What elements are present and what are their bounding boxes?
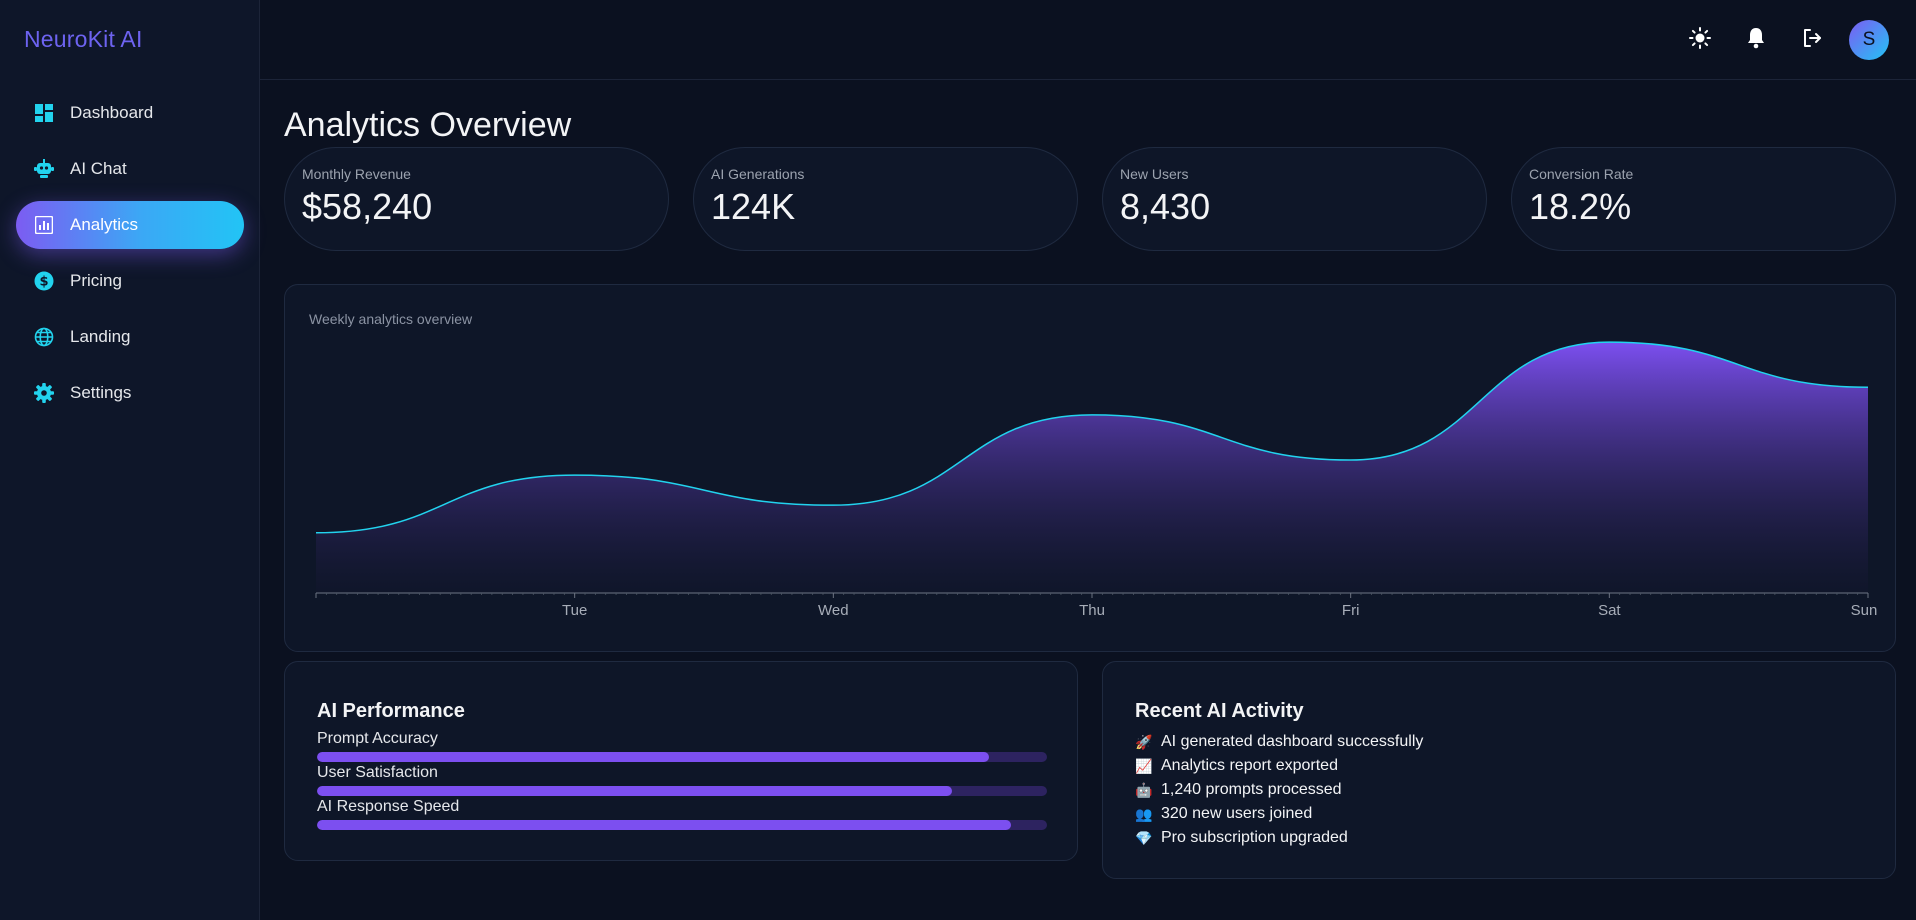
sidebar: NeuroKit AI Dashboard AI Chat Analytics …: [0, 0, 260, 920]
chart-area-fill: [316, 342, 1868, 593]
sidebar-item-label: Landing: [70, 327, 131, 346]
activity-text: Analytics report exported: [1161, 757, 1338, 774]
sun-icon: [1689, 26, 1711, 54]
weekly-analytics-chart-card: Tue Wed Thu Fri Sat Sun Weekly analytics over…: [284, 284, 1896, 652]
gear-icon: [34, 383, 54, 403]
chart-tick-label: Tue: [562, 602, 587, 619]
page-title: Analytics Overview: [284, 106, 572, 144]
performance-label: User Satisfaction: [317, 764, 438, 781]
avatar[interactable]: S: [1849, 20, 1889, 60]
sidebar-item-label: Dashboard: [70, 103, 154, 122]
list-item: 👥 320 new users joined: [1135, 802, 1423, 826]
bell-icon: [1746, 27, 1766, 54]
stat-value: $58,240: [302, 186, 433, 227]
performance-label: AI Response Speed: [317, 798, 460, 815]
robot-icon: 🤖: [1135, 781, 1153, 798]
activity-text: AI generated dashboard successfully: [1161, 733, 1424, 750]
stat-value: 124K: [711, 186, 796, 227]
stat-card-conversion-rate: Conversion Rate 18.2%: [1511, 147, 1896, 251]
recent-ai-activity-card: Recent AI Activity 🚀 AI generated dashboa…: [1102, 661, 1896, 879]
chart-tick-label: Sat: [1598, 602, 1621, 619]
performance-row-user-satisfaction: User Satisfaction: [317, 764, 1047, 796]
dollar-icon: $: [34, 271, 54, 291]
top-header: S: [260, 0, 1916, 80]
progress-track: [317, 752, 1047, 762]
progress-fill: [317, 786, 953, 796]
robot-icon: [34, 159, 54, 179]
activity-list: 🚀 AI generated dashboard successfully 📈 An…: [1135, 730, 1423, 850]
list-item: 🚀 AI generated dashboard successfully: [1135, 730, 1423, 754]
svg-text:$: $: [39, 275, 48, 290]
progress-fill: [317, 820, 1011, 830]
chart-tick-label: Sun: [1851, 602, 1878, 619]
chart-tick-label: Thu: [1079, 602, 1105, 619]
theme-toggle-button[interactable]: [1686, 26, 1714, 54]
progress-track: [317, 786, 1047, 796]
stat-label: Conversion Rate: [1529, 166, 1634, 182]
chart-title: Weekly analytics overview: [309, 311, 473, 327]
sidebar-item-label: Settings: [70, 383, 132, 402]
progress-track: [317, 820, 1047, 830]
sidebar-item-dashboard[interactable]: Dashboard: [16, 89, 244, 137]
activity-text: Pro subscription upgraded: [1161, 829, 1348, 846]
stat-label: AI Generations: [711, 166, 805, 182]
ai-performance-card: AI Performance Prompt Accuracy User Sati…: [284, 661, 1078, 861]
sidebar-item-analytics[interactable]: Analytics: [16, 201, 244, 249]
dashboard-icon: [34, 103, 54, 123]
brand-logo[interactable]: NeuroKit AI: [24, 26, 143, 52]
analytics-icon: [34, 215, 54, 235]
chart-up-icon: 📈: [1135, 757, 1153, 774]
rocket-icon: 🚀: [1135, 733, 1153, 750]
performance-row-prompt-accuracy: Prompt Accuracy: [317, 730, 1047, 762]
sidebar-item-ai-chat[interactable]: AI Chat: [16, 145, 244, 193]
activity-text: 1,240 prompts processed: [1161, 781, 1342, 798]
card-title: AI Performance: [317, 700, 465, 722]
users-icon: 👥: [1135, 805, 1153, 822]
chart-tick-label: Fri: [1342, 602, 1360, 619]
sidebar-nav: Dashboard AI Chat Analytics $ Pricing La…: [16, 89, 244, 425]
stat-card-new-users: New Users 8,430: [1102, 147, 1487, 251]
stat-label: Monthly Revenue: [302, 166, 411, 182]
sidebar-item-landing[interactable]: Landing: [16, 313, 244, 361]
progress-fill: [317, 752, 989, 762]
stat-value: 18.2%: [1529, 186, 1632, 227]
list-item: 📈 Analytics report exported: [1135, 754, 1423, 778]
chart-tick-label: Wed: [818, 602, 849, 619]
sidebar-item-label: AI Chat: [70, 159, 127, 178]
weekly-analytics-chart: Tue Wed Thu Fri Sat Sun: [315, 341, 1878, 619]
stat-card-monthly-revenue: Monthly Revenue $58,240: [284, 147, 669, 251]
sidebar-item-settings[interactable]: Settings: [16, 369, 244, 417]
chart-x-tick-labels: Tue Wed Thu Fri Sat Sun: [315, 593, 1878, 619]
activity-text: 320 new users joined: [1161, 805, 1313, 822]
stat-card-ai-generations: AI Generations 124K: [693, 147, 1078, 251]
gem-icon: 💎: [1135, 829, 1153, 846]
sidebar-item-label: Analytics: [70, 215, 139, 234]
list-item: 💎 Pro subscription upgraded: [1135, 826, 1423, 850]
globe-icon: [34, 327, 54, 347]
chart-x-minor-ticks: [315, 593, 1869, 595]
stat-label: New Users: [1120, 166, 1189, 182]
performance-label: Prompt Accuracy: [317, 730, 438, 747]
sidebar-item-label: Pricing: [70, 271, 122, 290]
stat-value: 8,430: [1120, 186, 1211, 227]
logout-icon: [1801, 27, 1823, 54]
notifications-button[interactable]: [1742, 26, 1770, 54]
chart-series-line: [315, 341, 1869, 534]
list-item: 🤖 1,240 prompts processed: [1135, 778, 1423, 802]
card-title: Recent AI Activity: [1135, 700, 1304, 722]
logout-button[interactable]: [1798, 26, 1826, 54]
performance-row-ai-response-speed: AI Response Speed: [317, 798, 1047, 830]
sidebar-item-pricing[interactable]: $ Pricing: [16, 257, 244, 305]
